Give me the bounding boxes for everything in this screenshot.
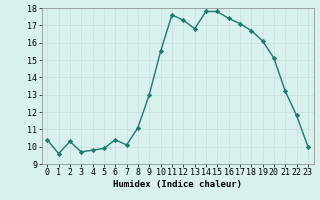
X-axis label: Humidex (Indice chaleur): Humidex (Indice chaleur)	[113, 180, 242, 189]
